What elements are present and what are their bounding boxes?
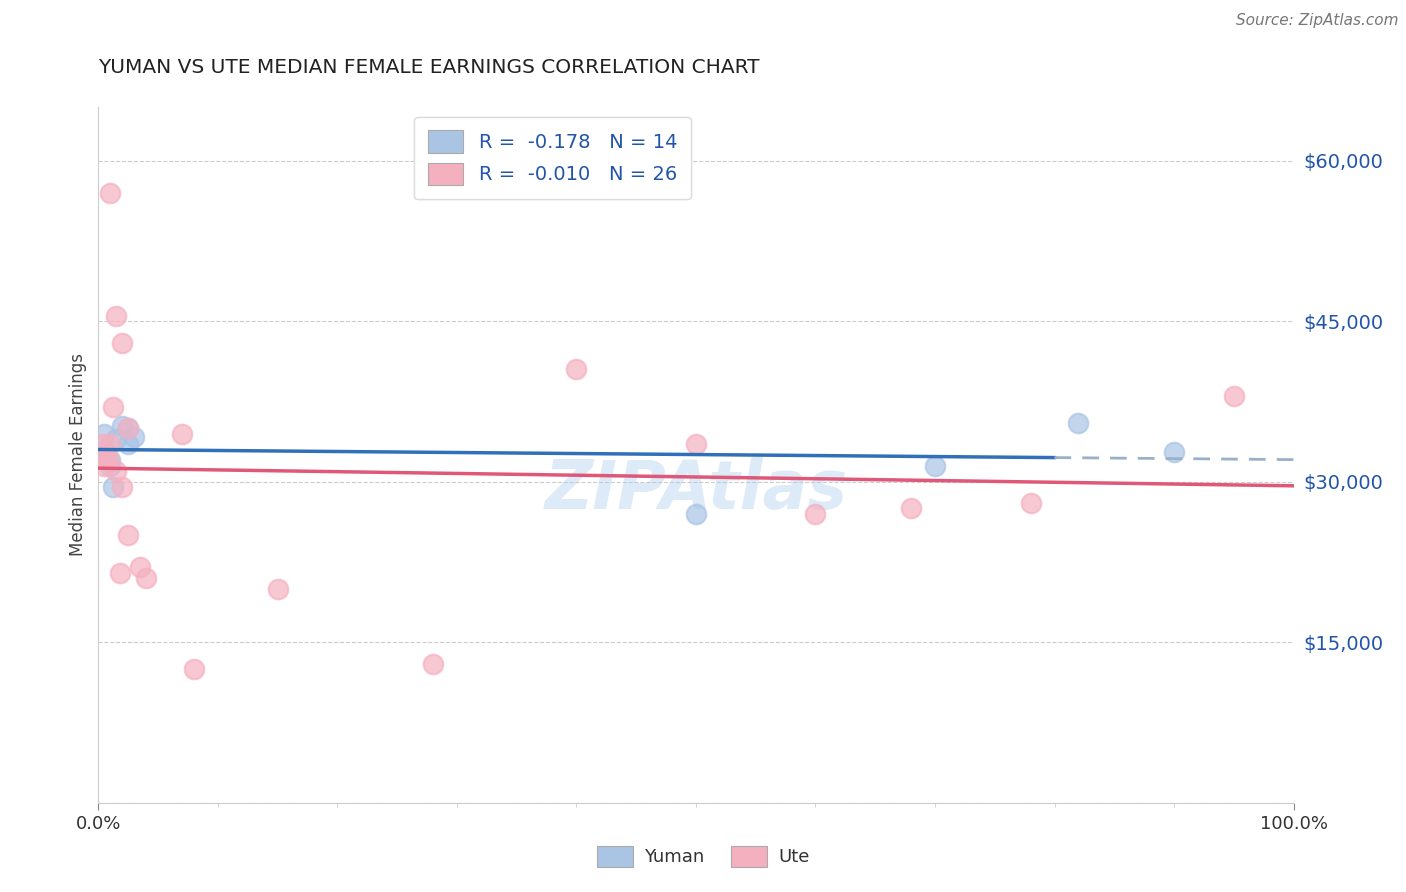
Point [1019,496,1042,510]
Point [101,400,124,414]
Point [172,426,194,441]
Point [101,480,124,494]
Point [98,458,122,473]
Point [111,419,134,434]
Text: ZIPAtlas: ZIPAtlas [544,457,848,523]
Point [117,437,139,451]
Point [93,458,115,473]
Point [117,421,139,435]
Point [98,186,122,200]
Point [117,528,139,542]
Point [183,662,205,676]
Text: YUMAN VS UTE MEDIAN FEMALE EARNINGS CORRELATION CHART: YUMAN VS UTE MEDIAN FEMALE EARNINGS CORR… [98,58,759,77]
Point [124,430,146,444]
Point [111,480,134,494]
Point [1067,416,1090,430]
Point [1222,389,1246,403]
Point [117,421,139,435]
Point [924,458,946,473]
Point [108,566,131,580]
Point [685,437,707,451]
Point [94,448,117,462]
Point [93,442,115,457]
Point [105,464,128,478]
Point [129,560,152,574]
Point [93,426,115,441]
Point [135,571,157,585]
Point [804,507,827,521]
Point [900,501,922,516]
Point [97,453,120,467]
Point [422,657,444,671]
Point [98,437,122,451]
Point [565,362,588,376]
Point [105,309,128,323]
Text: Source: ZipAtlas.com: Source: ZipAtlas.com [1236,13,1399,29]
Point [91,437,114,451]
Point [105,432,128,446]
Point [1163,444,1185,458]
Point [267,582,290,596]
Legend: Yuman, Ute: Yuman, Ute [589,838,817,874]
Point [685,507,707,521]
Point [98,453,122,467]
Legend: R =  -0.178   N = 14, R =  -0.010   N = 26: R = -0.178 N = 14, R = -0.010 N = 26 [415,117,690,199]
Y-axis label: Median Female Earnings: Median Female Earnings [69,353,87,557]
Point [111,335,134,350]
